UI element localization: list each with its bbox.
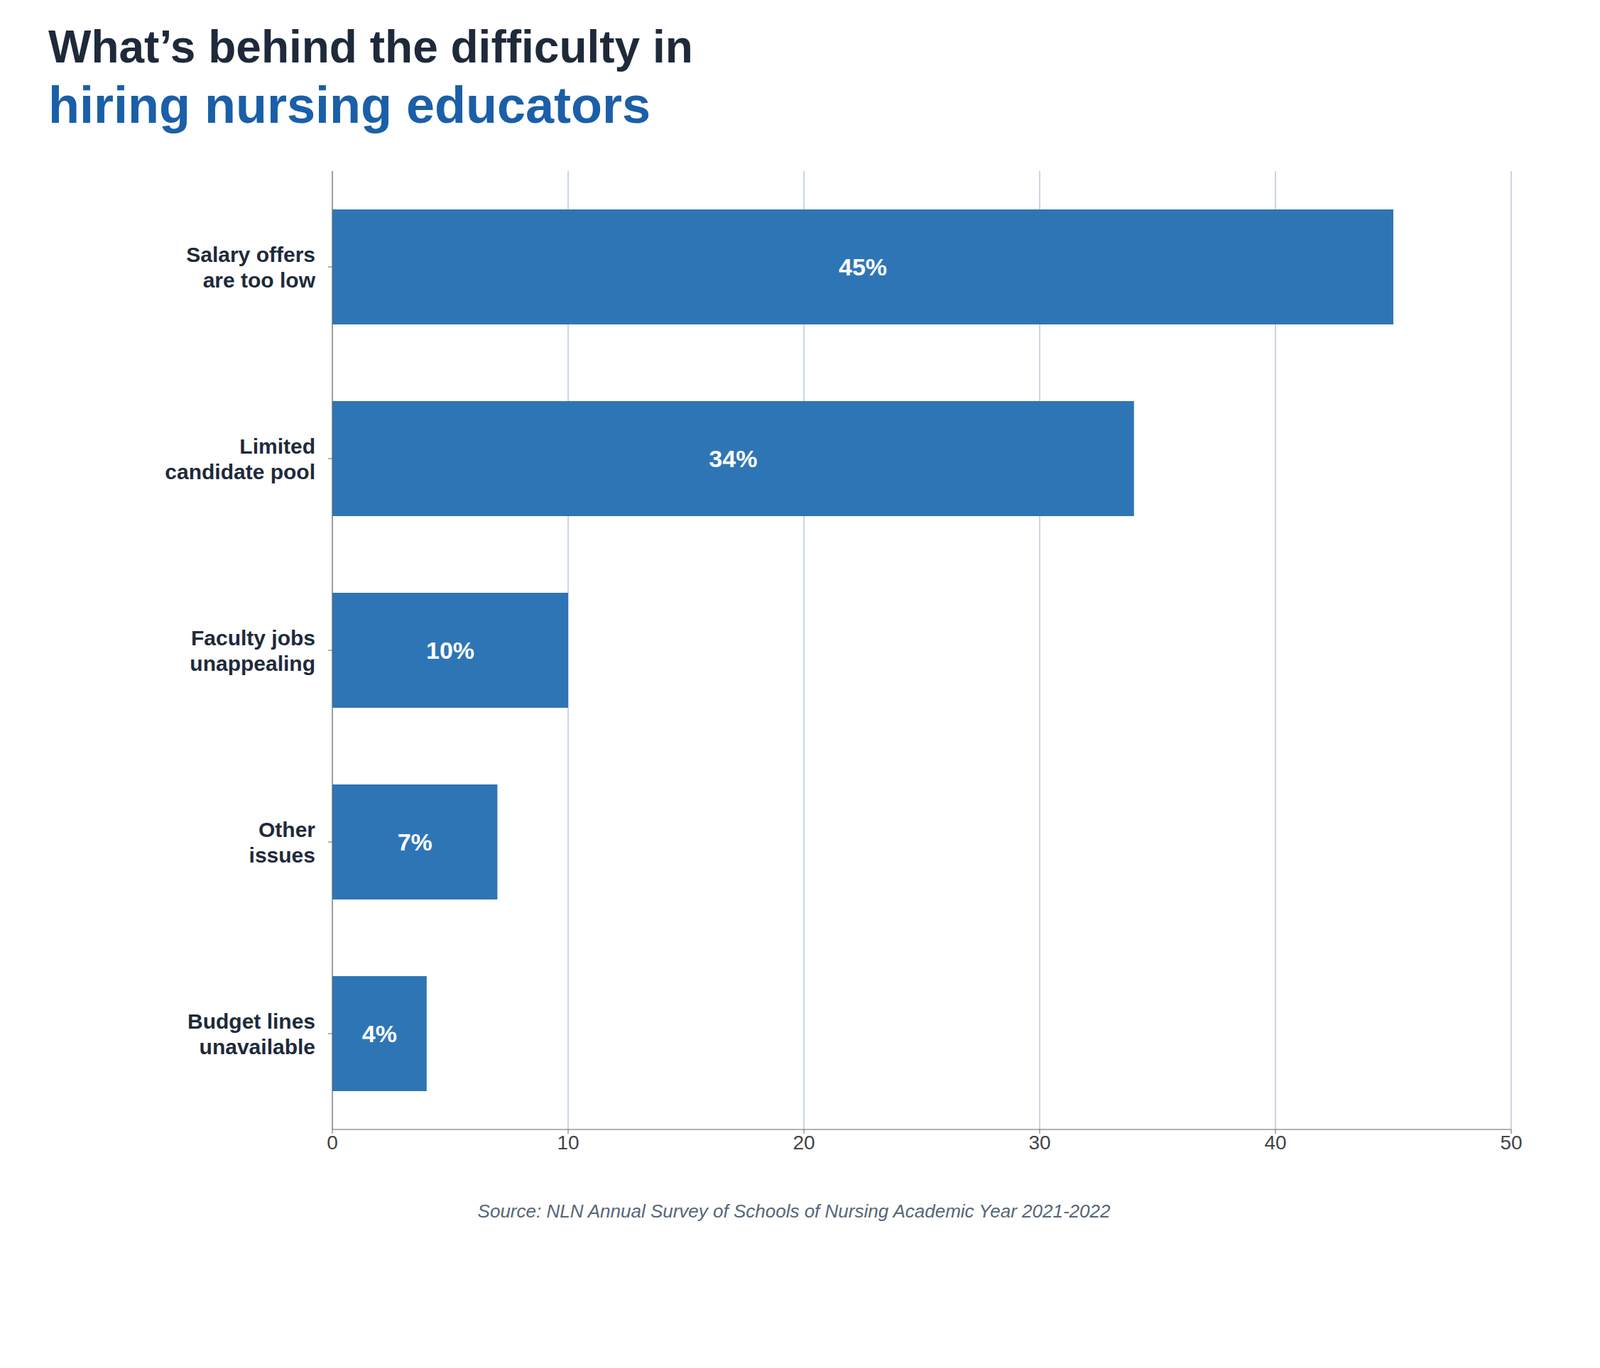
svg-text:30: 30 bbox=[1028, 1132, 1051, 1155]
svg-text:20: 20 bbox=[792, 1132, 815, 1155]
svg-text:0: 0 bbox=[326, 1132, 339, 1155]
svg-text:Otherissues: Otherissues bbox=[249, 818, 317, 868]
svg-text:50: 50 bbox=[1499, 1132, 1522, 1155]
svg-text:10%: 10% bbox=[426, 637, 475, 665]
html-text:hiring nursing educators: hiring nursing educators bbox=[48, 76, 651, 134]
svg-text:45%: 45% bbox=[838, 253, 887, 281]
svg-text:40: 40 bbox=[1264, 1132, 1287, 1155]
svg-text:4%: 4% bbox=[362, 1020, 397, 1048]
svg-text:10: 10 bbox=[556, 1132, 579, 1155]
svg-text:34%: 34% bbox=[708, 445, 758, 473]
svg-text:7%: 7% bbox=[397, 828, 433, 856]
html-text:Source: NLN Annual Survey of S: Source: NLN Annual Survey of Schools of … bbox=[477, 1201, 1111, 1223]
html-text:What’s behind the difficulty i: What’s behind the difficulty in bbox=[48, 21, 693, 73]
svg-text:Faculty jobsunappealing: Faculty jobsunappealing bbox=[189, 626, 316, 676]
svg-text:Salary offersare too low: Salary offersare too low bbox=[186, 242, 316, 292]
svg-text:Limitedcandidate pool: Limitedcandidate pool bbox=[164, 434, 316, 484]
svg-text:Budget linesunavailable: Budget linesunavailable bbox=[187, 1009, 316, 1059]
